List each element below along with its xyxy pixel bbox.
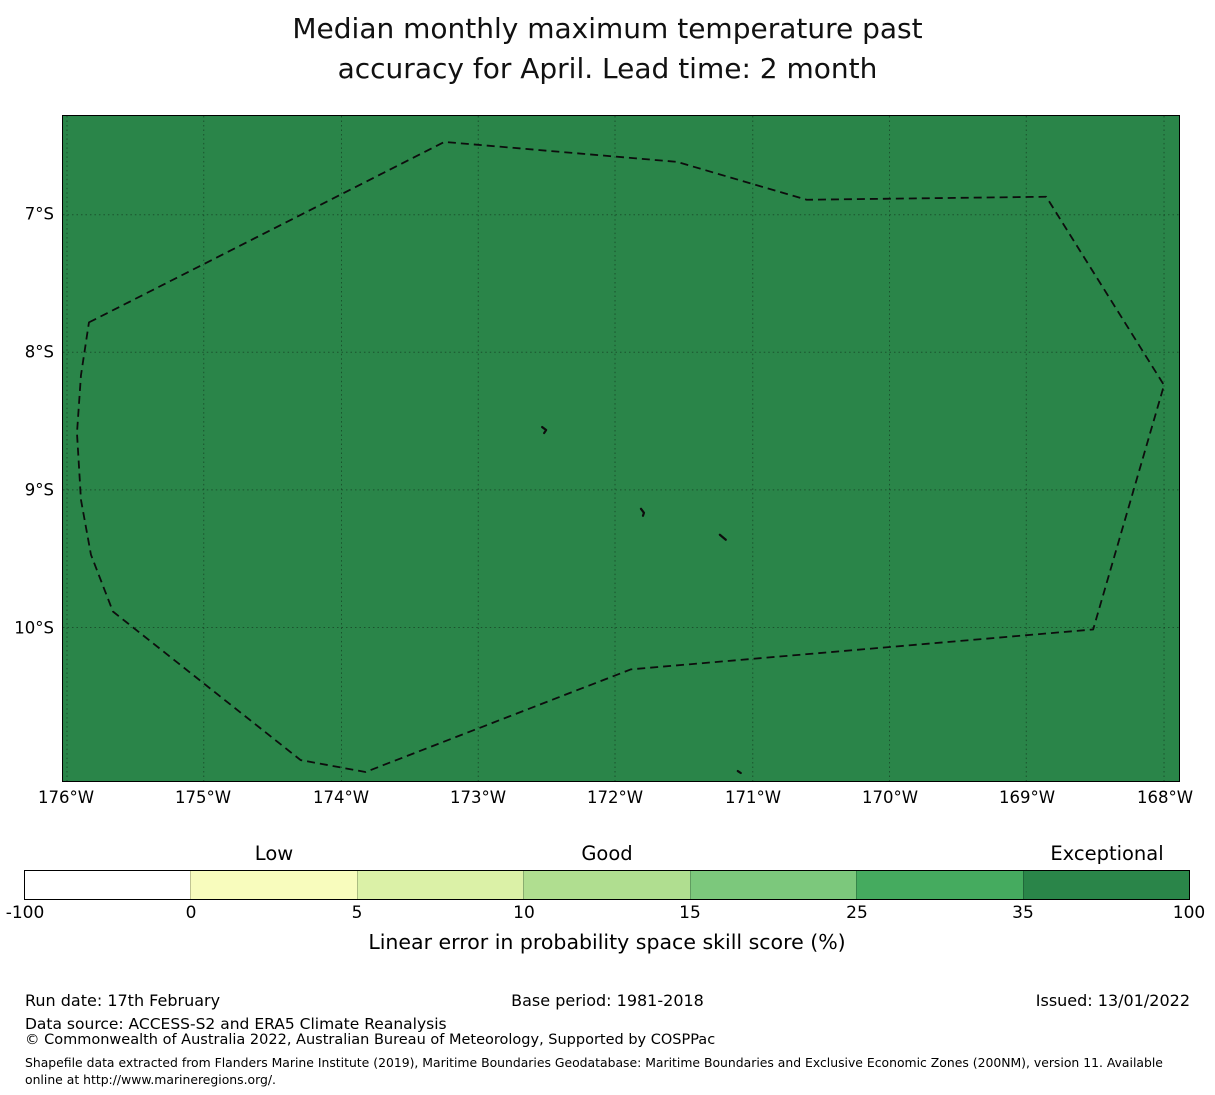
copyright-notice: © Commonwealth of Australia 2022, Austra… (25, 1032, 716, 1048)
x-axis-tick-label: 169°W (998, 788, 1056, 807)
island-outline (541, 425, 548, 435)
x-axis-tick-label: 168°W (1136, 788, 1194, 807)
colorbar-segment (1022, 871, 1189, 899)
y-axis-tick-label: 7°S (24, 204, 54, 224)
colorbar-tick-label: 100 (1172, 903, 1206, 923)
colorbar-segment (25, 871, 191, 899)
island-outline (736, 769, 742, 775)
x-axis-tick-label: 174°W (312, 788, 370, 807)
x-axis-tick-label: 173°W (449, 788, 507, 807)
figure-title-line2: accuracy for April. Lead time: 2 month (337, 52, 878, 85)
colorbar (24, 870, 1190, 900)
figure-title-line1: Median monthly maximum temperature past (292, 12, 923, 45)
map-svg (63, 116, 1179, 781)
colorbar-segment (356, 871, 524, 899)
map-area (62, 115, 1180, 782)
figure-title: Median monthly maximum temperature past … (0, 9, 1215, 89)
colorbar-segment (190, 871, 357, 899)
colorbar-category-low: Low (254, 842, 294, 865)
colorbar-tick-label: 25 (846, 903, 868, 923)
run-date: Run date: 17th February (25, 991, 221, 1010)
x-axis-tick-label: 172°W (586, 788, 644, 807)
issued-date: Issued: 13/01/2022 (1035, 991, 1190, 1010)
y-axis-tick-label: 8°S (24, 342, 54, 362)
colorbar-category-exceptional: Exceptional (1050, 842, 1164, 865)
x-axis-tick-label: 176°W (37, 788, 95, 807)
colorbar-segment (523, 871, 690, 899)
colorbar-tick-label: 10 (513, 903, 535, 923)
colorbar-tick-label: 5 (351, 903, 363, 923)
colorbar-tick-label: 0 (185, 903, 197, 923)
colorbar-tick-label: 35 (1012, 903, 1034, 923)
colorbar-axis-label: Linear error in probability space skill … (368, 930, 846, 954)
colorbar-tick-label: -100 (5, 903, 45, 923)
base-period: Base period: 1981-2018 (511, 991, 704, 1010)
x-axis-tick-label: 171°W (724, 788, 782, 807)
colorbar-segment (689, 871, 857, 899)
colorbar-segment (856, 871, 1023, 899)
x-axis-tick-label: 170°W (861, 788, 919, 807)
island-outline (718, 533, 727, 541)
x-axis-tick-label: 175°W (174, 788, 232, 807)
shapefile-attribution: Shapefile data extracted from Flanders M… (25, 1055, 1163, 1087)
data-source: Data source: ACCESS-S2 and ERA5 Climate … (25, 1015, 447, 1033)
island-outline (639, 507, 646, 517)
y-axis-tick-label: 10°S (14, 618, 54, 638)
colorbar-tick-label: 15 (679, 903, 701, 923)
colorbar-category-good: Good (581, 842, 633, 865)
y-axis-tick-label: 9°S (24, 480, 54, 500)
eez-boundary-dashed-line (76, 141, 1165, 773)
